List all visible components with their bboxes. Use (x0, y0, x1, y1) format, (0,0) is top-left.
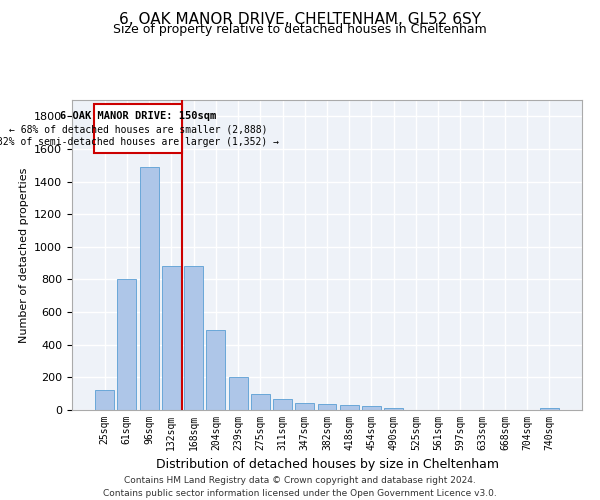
Bar (295, 404, 314, 410)
Text: 6, OAK MANOR DRIVE, CHELTENHAM, GL52 6SY: 6, OAK MANOR DRIVE, CHELTENHAM, GL52 6SY (119, 12, 481, 28)
Bar (317, 404, 337, 410)
Text: Contains HM Land Registry data © Crown copyright and database right 2024.
Contai: Contains HM Land Registry data © Crown c… (103, 476, 497, 498)
Text: ← 68% of detached houses are smaller (2,888): ← 68% of detached houses are smaller (2,… (9, 124, 267, 134)
Bar (118, 280, 136, 410)
Bar (95, 390, 114, 410)
Bar (162, 266, 181, 410)
Bar (340, 405, 359, 410)
Bar (206, 330, 225, 410)
Bar (184, 266, 203, 410)
Text: Size of property relative to detached houses in Cheltenham: Size of property relative to detached ho… (113, 24, 487, 36)
Bar (362, 406, 381, 410)
Bar (384, 408, 403, 410)
Bar (140, 167, 158, 410)
Bar (540, 408, 559, 410)
Bar (229, 376, 248, 410)
X-axis label: Distribution of detached houses by size in Cheltenham: Distribution of detached houses by size … (155, 458, 499, 471)
Bar (94, 104, 182, 153)
Y-axis label: Number of detached properties: Number of detached properties (19, 168, 29, 342)
Bar (251, 394, 270, 410)
Text: 6 OAK MANOR DRIVE: 150sqm: 6 OAK MANOR DRIVE: 150sqm (60, 111, 216, 121)
Bar (273, 400, 292, 410)
Text: 32% of semi-detached houses are larger (1,352) →: 32% of semi-detached houses are larger (… (0, 138, 279, 147)
